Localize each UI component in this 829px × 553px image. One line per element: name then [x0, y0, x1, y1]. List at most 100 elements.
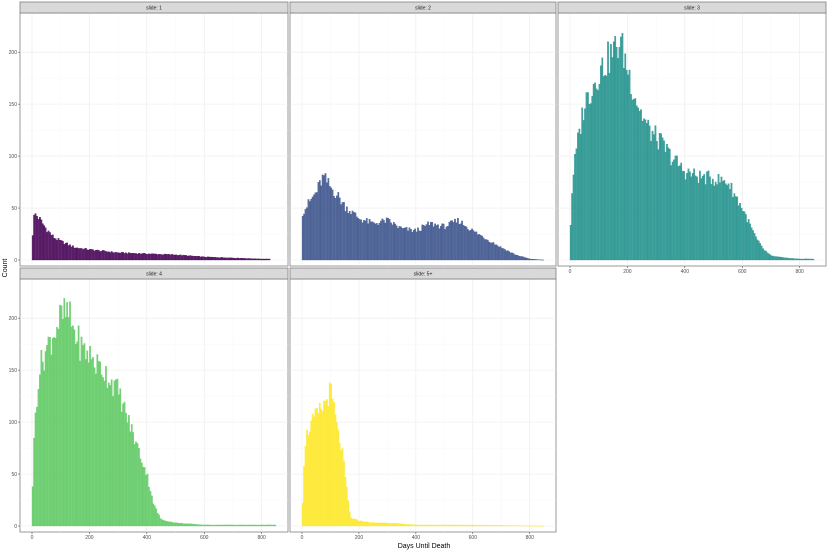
- histogram-bar: [476, 234, 479, 261]
- x-tick-label: 800: [257, 535, 266, 541]
- histogram-bar: [422, 225, 425, 261]
- histogram-bar: [97, 250, 100, 261]
- histogram-bar: [724, 183, 727, 261]
- histogram-bar: [331, 189, 334, 261]
- histogram-bar: [334, 414, 337, 527]
- histogram-bar: [462, 524, 465, 527]
- histogram-bar: [73, 247, 76, 261]
- histogram-bar: [59, 240, 61, 261]
- histogram-bar: [313, 416, 315, 527]
- histogram-bar: [442, 524, 445, 527]
- histogram-bar: [624, 53, 627, 261]
- histogram-bar: [360, 219, 362, 261]
- histogram-bar: [334, 197, 337, 261]
- histogram-bar: [217, 257, 219, 261]
- histogram-bar: [138, 447, 140, 527]
- histogram-bar: [179, 254, 182, 261]
- histogram-bar: [569, 225, 572, 261]
- facet-strip: [19, 1, 289, 14]
- histogram-bar: [417, 227, 419, 261]
- histogram-bar: [360, 520, 362, 527]
- histogram-bar: [67, 317, 70, 527]
- histogram-bar: [191, 255, 193, 261]
- histogram-bar: [175, 254, 178, 261]
- panels-layer: slide: 1 0 50 100 150 200 slide: 2 slide: 3 0 200…: [9, 1, 827, 541]
- histogram-bar: [215, 524, 218, 527]
- histogram-bar: [750, 227, 753, 261]
- histogram-bar: [202, 256, 205, 261]
- histogram-bar: [434, 223, 436, 261]
- histogram-bar: [690, 176, 693, 261]
- histogram-bar: [228, 524, 231, 527]
- histogram-bar: [394, 223, 397, 261]
- histogram-bar: [103, 250, 106, 261]
- histogram-bar: [766, 252, 769, 261]
- histogram-bar: [304, 446, 307, 527]
- histogram-bar: [327, 178, 330, 261]
- histogram-bar: [109, 252, 112, 261]
- histogram-bar: [512, 253, 515, 261]
- histogram-bar: [122, 403, 124, 527]
- histogram-bar: [314, 408, 317, 527]
- y-tick-label: 200: [9, 316, 18, 322]
- histogram-bar: [727, 183, 730, 261]
- histogram-bar: [775, 256, 777, 261]
- histogram-bar: [582, 120, 585, 261]
- histogram-bar: [270, 524, 272, 527]
- facet-panel: slide: 4 0 50 100 150 200 0 200 400 600 800: [9, 267, 289, 541]
- histogram-bar: [660, 133, 662, 261]
- histogram-bar: [99, 361, 102, 527]
- histogram-bar: [414, 524, 417, 527]
- histogram-bar: [592, 84, 595, 261]
- histogram-bar: [653, 134, 655, 261]
- histogram-bar: [206, 256, 209, 261]
- histogram-bar: [76, 247, 79, 261]
- histogram-bar: [434, 524, 436, 527]
- histogram-bar: [265, 258, 268, 261]
- histogram-bar: [232, 257, 235, 261]
- histogram-bar: [152, 253, 155, 261]
- histogram-bar: [424, 524, 426, 527]
- histogram-bar: [103, 380, 106, 527]
- histogram-bar: [427, 524, 429, 527]
- histogram-bar: [363, 220, 365, 261]
- x-tick-label: 600: [200, 535, 209, 541]
- histogram-bar: [172, 522, 175, 527]
- histogram-bar: [143, 253, 146, 261]
- histogram-bar: [472, 230, 475, 261]
- histogram-bar: [194, 524, 196, 527]
- histogram-bar: [457, 524, 459, 527]
- histogram-bar: [222, 524, 225, 527]
- histogram-bar: [373, 222, 375, 261]
- histogram-bar: [142, 466, 145, 527]
- histogram-bar: [53, 238, 56, 261]
- histogram-bar: [56, 327, 58, 527]
- histogram-bar: [115, 379, 117, 527]
- histogram-bar: [123, 401, 126, 527]
- histogram-bar: [666, 144, 668, 261]
- histogram-bar: [377, 224, 379, 261]
- histogram-bar: [158, 254, 160, 261]
- histogram-bar: [205, 524, 208, 527]
- histogram-bar: [455, 222, 458, 261]
- y-tick-label: 100: [9, 420, 18, 426]
- histogram-bar: [182, 254, 185, 261]
- histogram-bar: [247, 524, 249, 527]
- histogram-bar: [655, 141, 658, 261]
- histogram-bar: [195, 524, 198, 527]
- histogram-bar: [244, 524, 246, 527]
- histogram-bar: [49, 232, 51, 261]
- histogram-bar: [64, 242, 67, 261]
- histogram-bar: [444, 524, 446, 527]
- histogram-bar: [340, 450, 342, 527]
- histogram-bar: [89, 249, 91, 261]
- histogram-bar: [454, 218, 456, 261]
- histogram-bar: [110, 251, 113, 261]
- histogram-bar: [577, 132, 579, 261]
- histogram-bar: [40, 349, 43, 527]
- histogram-bar: [495, 525, 498, 527]
- histogram-bar: [224, 257, 226, 261]
- histogram-bar: [62, 319, 64, 527]
- histogram-bar: [169, 521, 172, 527]
- histogram-bar: [179, 523, 182, 527]
